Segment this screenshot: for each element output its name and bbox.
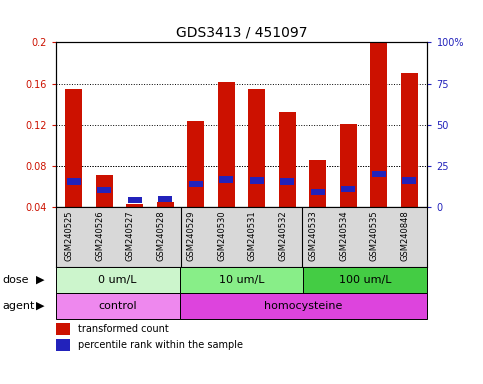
Bar xyxy=(218,83,235,207)
Bar xyxy=(56,339,71,351)
Bar xyxy=(96,175,113,207)
Bar xyxy=(187,121,204,207)
Bar xyxy=(189,180,203,187)
Text: GSM240531: GSM240531 xyxy=(248,210,257,261)
Bar xyxy=(158,196,172,202)
Bar xyxy=(127,204,143,207)
Bar xyxy=(341,186,355,192)
Title: GDS3413 / 451097: GDS3413 / 451097 xyxy=(176,26,307,40)
Text: dose: dose xyxy=(2,275,29,285)
Bar xyxy=(303,267,427,293)
Bar xyxy=(157,202,174,207)
Bar xyxy=(370,42,387,207)
Bar xyxy=(56,323,71,335)
Text: GSM240533: GSM240533 xyxy=(309,210,318,261)
Bar xyxy=(66,89,82,207)
Text: GSM240525: GSM240525 xyxy=(65,210,74,261)
Bar xyxy=(311,189,325,195)
Text: GSM240529: GSM240529 xyxy=(187,210,196,261)
Bar xyxy=(56,267,180,293)
Bar xyxy=(250,177,264,184)
Text: GSM240535: GSM240535 xyxy=(369,210,379,261)
Bar xyxy=(128,197,142,203)
Text: ▶: ▶ xyxy=(36,275,45,285)
Text: 10 um/L: 10 um/L xyxy=(219,275,264,285)
Text: GSM240534: GSM240534 xyxy=(339,210,348,261)
Bar xyxy=(56,293,180,319)
Text: GSM240527: GSM240527 xyxy=(126,210,135,261)
Bar xyxy=(340,124,356,207)
Text: GSM240526: GSM240526 xyxy=(95,210,104,261)
Bar xyxy=(279,113,296,207)
Bar xyxy=(67,179,81,185)
Text: agent: agent xyxy=(2,301,35,311)
Text: transformed count: transformed count xyxy=(78,324,169,334)
Text: GSM240848: GSM240848 xyxy=(400,210,409,261)
Bar xyxy=(371,171,386,177)
Text: percentile rank within the sample: percentile rank within the sample xyxy=(78,340,243,350)
Text: control: control xyxy=(98,301,137,311)
Bar xyxy=(402,177,416,184)
Text: ▶: ▶ xyxy=(36,301,45,311)
Bar xyxy=(97,187,112,193)
Text: 100 um/L: 100 um/L xyxy=(339,275,392,285)
Bar xyxy=(401,73,417,207)
Bar xyxy=(180,267,303,293)
Text: 0 um/L: 0 um/L xyxy=(98,275,137,285)
Text: GSM240532: GSM240532 xyxy=(278,210,287,261)
Bar xyxy=(309,160,326,207)
Text: homocysteine: homocysteine xyxy=(264,301,342,311)
Bar xyxy=(248,89,265,207)
Bar xyxy=(219,176,233,183)
Text: GSM240528: GSM240528 xyxy=(156,210,165,261)
Bar xyxy=(180,293,427,319)
Text: GSM240530: GSM240530 xyxy=(217,210,226,261)
Bar xyxy=(280,179,294,185)
